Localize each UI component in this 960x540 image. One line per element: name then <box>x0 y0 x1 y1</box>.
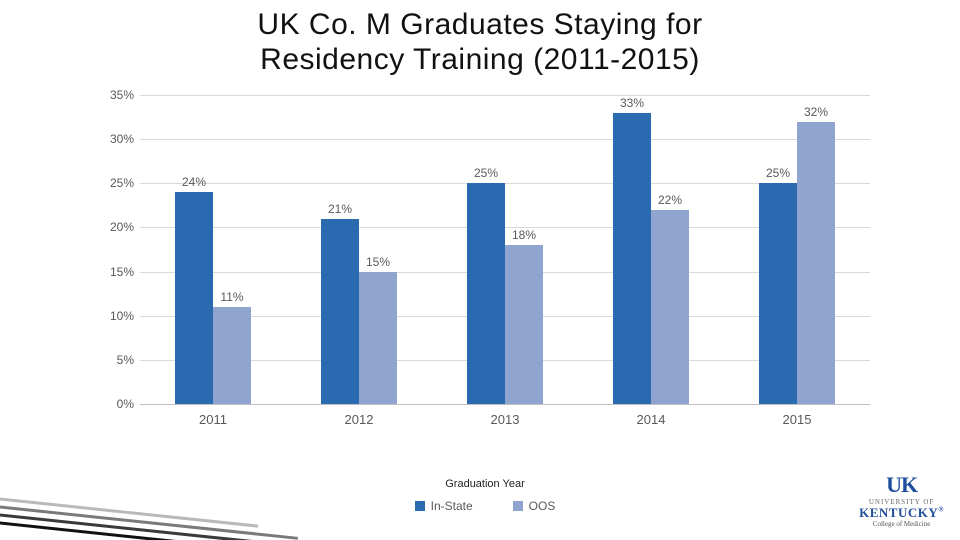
x-tick-label: 2011 <box>153 404 273 427</box>
bar-value-label: 32% <box>797 105 835 122</box>
y-tick-label: 35% <box>100 88 134 102</box>
legend-label: In-State <box>431 499 473 513</box>
x-tick-label: 2015 <box>737 404 857 427</box>
bar: 25% <box>759 183 797 404</box>
logo-college: College of Medicine <box>859 521 944 528</box>
title-line-1: UK Co. M Graduates Staying for <box>257 8 702 41</box>
x-tick-label: 2014 <box>591 404 711 427</box>
bar-group: 21%15%2012 <box>299 95 419 404</box>
y-tick-label: 15% <box>100 265 134 279</box>
bar: 21% <box>321 219 359 404</box>
title-line-2: Residency Training (2011-2015) <box>260 43 700 76</box>
bar: 24% <box>175 192 213 404</box>
bar-value-label: 11% <box>213 290 251 307</box>
x-tick-label: 2012 <box>299 404 419 427</box>
bar: 32% <box>797 122 835 405</box>
legend-item: In-State <box>415 499 473 513</box>
legend-swatch <box>415 501 425 511</box>
logo-kentucky: KENTUCKY® <box>859 506 944 519</box>
logo-uk: UK <box>859 474 944 496</box>
bar-value-label: 15% <box>359 255 397 272</box>
chart-legend: In-State OOS <box>100 499 870 513</box>
residency-bar-chart: 0%5%10%15%20%25%30%35%24%11%201121%15%20… <box>100 95 870 435</box>
accent-stripe <box>0 511 378 540</box>
bar-value-label: 25% <box>467 166 505 183</box>
chart-title: UK Co. M Graduates Staying for Residency… <box>0 8 960 77</box>
x-axis-title: Graduation Year <box>100 478 870 490</box>
y-tick-label: 0% <box>100 397 134 411</box>
bar: 15% <box>359 272 397 404</box>
y-tick-label: 10% <box>100 309 134 323</box>
bar-group: 25%32%2015 <box>737 95 857 404</box>
y-tick-label: 30% <box>100 132 134 146</box>
bar-value-label: 22% <box>651 193 689 210</box>
bar: 25% <box>467 183 505 404</box>
plot-area: 0%5%10%15%20%25%30%35%24%11%201121%15%20… <box>140 95 870 405</box>
bar-value-label: 33% <box>613 96 651 113</box>
legend-item: OOS <box>513 499 556 513</box>
x-tick-label: 2013 <box>445 404 565 427</box>
bar: 22% <box>651 210 689 404</box>
bar-value-label: 24% <box>175 175 213 192</box>
y-tick-label: 5% <box>100 353 134 367</box>
bar: 18% <box>505 245 543 404</box>
bar-value-label: 25% <box>759 166 797 183</box>
uk-kentucky-logo: UK UNIVERSITY OF KENTUCKY® College of Me… <box>859 474 944 528</box>
bar-group: 24%11%2011 <box>153 95 273 404</box>
legend-swatch <box>513 501 523 511</box>
bar-group: 33%22%2014 <box>591 95 711 404</box>
bar-value-label: 18% <box>505 228 543 245</box>
legend-label: OOS <box>529 499 556 513</box>
y-tick-label: 25% <box>100 176 134 190</box>
bar-group: 25%18%2013 <box>445 95 565 404</box>
bar-value-label: 21% <box>321 202 359 219</box>
y-tick-label: 20% <box>100 220 134 234</box>
bar: 33% <box>613 113 651 404</box>
bar: 11% <box>213 307 251 404</box>
